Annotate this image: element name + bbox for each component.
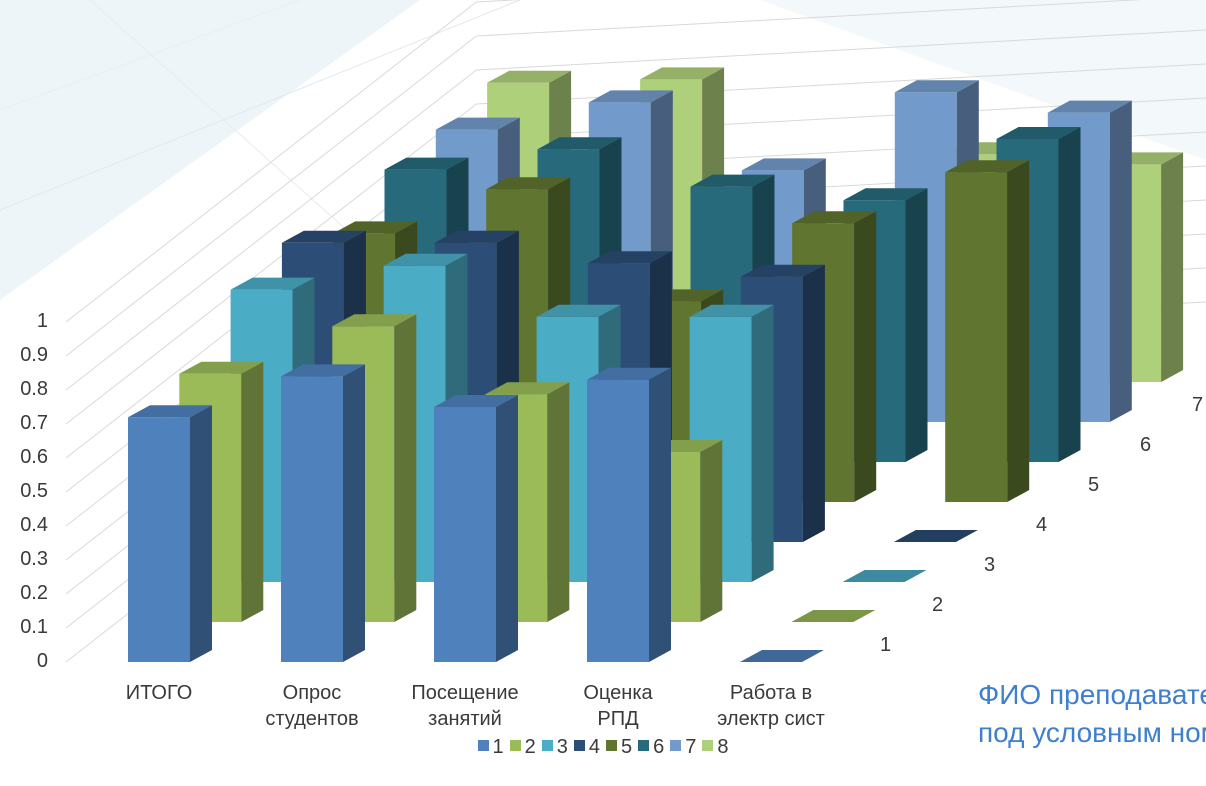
depth-tick-label: 2	[932, 594, 944, 616]
bar-series-1-cat-1	[128, 405, 212, 662]
x-tick-label: Посещение занятий	[411, 682, 519, 730]
y-tick-label: 0.9	[20, 344, 48, 366]
legend-label: 2	[524, 736, 536, 758]
caption-line-1: ФИО преподавателя	[978, 679, 1206, 710]
legend-item: 7	[670, 736, 696, 759]
legend-item: 8	[702, 736, 729, 759]
depth-tick-label: 5	[1088, 474, 1100, 496]
y-tick-label: 0.6	[20, 446, 48, 468]
bar-series-1-cat-3	[434, 395, 518, 662]
bar-series-1-cat-2	[281, 364, 365, 662]
legend-label: 1	[492, 736, 504, 758]
legend-swatch	[541, 740, 553, 752]
legend-item: 5	[606, 736, 632, 759]
legend-item: 1	[477, 736, 504, 759]
depth-tick-label: 3	[984, 554, 996, 576]
bar-series-1-cat-5	[740, 650, 824, 662]
y-tick-label: 0.8	[20, 378, 48, 400]
legend-item: 2	[509, 736, 536, 759]
depth-tick-label: 6	[1140, 434, 1152, 456]
x-tick-label: Работа в электр сист	[717, 682, 825, 730]
depth-tick-label: 1	[880, 634, 892, 656]
y-tick-label: 0.4	[20, 514, 48, 536]
legend-swatch	[702, 740, 714, 752]
y-tick-label: 1	[36, 310, 48, 332]
legend-swatch	[509, 740, 521, 752]
legend-label: 4	[588, 736, 600, 758]
chart-bars	[128, 67, 1184, 662]
y-tick-label: 0.3	[20, 548, 48, 570]
bar-series-3-cat-5	[842, 570, 927, 582]
y-tick-label: 0.1	[20, 616, 48, 638]
gridline	[65, 0, 1143, 357]
x-tick-label: Опрос студентов	[265, 682, 359, 730]
y-tick-label: 0.2	[20, 582, 48, 604]
y-tick-label: 0	[36, 650, 48, 672]
bar-series-5-cat-5	[945, 160, 1030, 502]
depth-tick-label: 4	[1036, 514, 1048, 536]
x-tick-label: ИТОГО	[125, 682, 193, 704]
legend-item: 3	[541, 736, 568, 759]
gridline	[65, 63, 1206, 425]
y-tick-label: 0.7	[20, 412, 48, 434]
bar-series-1-cat-4	[587, 367, 671, 662]
legend-swatch	[638, 740, 650, 752]
legend-swatch	[670, 740, 682, 752]
gridline	[65, 29, 1206, 391]
bar-series-4-cat-5	[893, 530, 978, 542]
y-tick-label: 0.5	[20, 480, 48, 502]
legend-swatch	[606, 740, 617, 752]
legend-label: 8	[717, 736, 729, 758]
legend-item: 6	[638, 736, 664, 759]
legend-label: 5	[621, 736, 633, 758]
caption-text: ФИО преподавателя под условным номером	[978, 676, 1206, 752]
legend-swatch	[573, 740, 585, 752]
legend-swatch	[477, 740, 489, 752]
bar-series-2-cat-5	[791, 610, 876, 622]
x-tick-label: Оценка РПД	[583, 682, 653, 730]
legend-item: 4	[573, 736, 600, 759]
legend-label: 3	[556, 736, 568, 758]
legend-label: 7	[685, 736, 697, 758]
legend-label: 6	[653, 736, 665, 758]
depth-tick-label: 7	[1192, 394, 1204, 416]
gridline	[65, 0, 523, 323]
caption-line-2: под условным номером	[978, 717, 1206, 748]
